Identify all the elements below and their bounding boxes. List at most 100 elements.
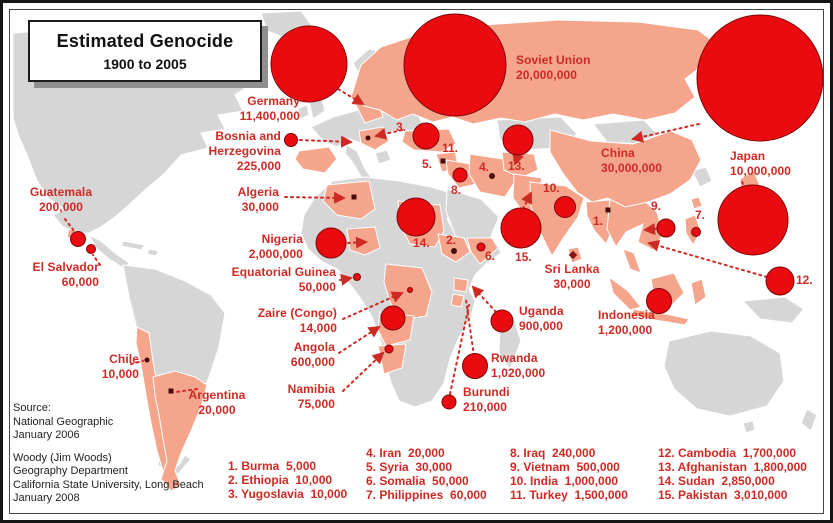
country-indochina	[606, 197, 664, 251]
connector-lines	[64, 85, 768, 395]
new-zealand	[800, 408, 818, 432]
map-label-line: China	[601, 146, 635, 160]
source-credits: Source: National Geographic January 2006 Wo…	[13, 402, 204, 506]
map-label-line: 50,000	[298, 280, 336, 294]
connector-line	[521, 191, 532, 210]
map-label-line: Indonesia	[598, 308, 655, 322]
map-label-line: 60,000	[61, 275, 99, 289]
map-label-equatorial-guinea: Equatorial Guinea 50,000	[199, 265, 336, 295]
circle-guatemala	[70, 231, 86, 247]
map-label-line: 75,000	[297, 397, 335, 411]
source-line: Woody (Jim Woods)	[13, 451, 112, 464]
map-number-3: 3.	[396, 120, 407, 134]
circle-uganda	[490, 309, 514, 333]
circle-china	[696, 14, 824, 142]
source-line: Geography Department	[13, 465, 128, 477]
map-number-12: 12.	[796, 273, 813, 287]
map-label-line: Uganda	[519, 304, 564, 318]
map-label-line: 2,000,000	[248, 247, 303, 261]
legend-item-philippines: 7. Philippines 60,000	[366, 488, 487, 502]
map-label-line: Soviet Union	[516, 53, 591, 67]
map-label-algeria: Algeria 30,000	[193, 185, 279, 215]
map-label-line: 1,020,000	[491, 366, 546, 380]
map-label-line: 200,000	[38, 200, 84, 214]
map-label-china: China 30,000,000	[601, 146, 711, 176]
iran-marker	[489, 173, 495, 179]
map-label-uganda: Uganda 900,000	[519, 304, 609, 334]
country-sumatra	[608, 275, 642, 311]
map-label-line: Algeria	[237, 185, 279, 199]
map-label-line: Germany	[247, 94, 300, 108]
legend-item-burma: 1. Burma 5,000	[228, 459, 317, 473]
map-label-line: Equatorial Guinea	[231, 265, 336, 279]
map-label-soviet-union: Soviet Union 20,000,000	[516, 53, 636, 83]
country-algeria	[322, 180, 376, 220]
map-label-line: El Salvador	[32, 260, 99, 274]
source-line: Source:	[13, 402, 51, 414]
map-label-line: 14,000	[299, 321, 337, 335]
country-uganda	[453, 277, 469, 293]
connector-line	[342, 291, 404, 320]
map-label-argentina: Argentina 20,000	[181, 388, 253, 418]
map-label-line: Japan	[730, 149, 766, 163]
connector-line	[175, 388, 198, 393]
map-number-6: 6.	[485, 249, 496, 263]
map-label-line: 30,000	[241, 200, 279, 214]
circle-japan	[717, 184, 789, 256]
map-number-7: 7.	[695, 208, 706, 222]
korea	[691, 166, 713, 188]
source-gap	[13, 443, 204, 452]
legend-item-sudan: 14. Sudan 2,850,000	[658, 474, 775, 488]
map-label-indonesia: Indonesia 1,200,000	[598, 308, 708, 338]
map-label-zaire: Zaire (Congo) 14,000	[213, 306, 337, 336]
point-markers	[144, 135, 611, 394]
map-label-line: Angola	[293, 340, 335, 354]
country-malaya	[622, 248, 642, 274]
circle-zaire-congo	[407, 287, 413, 293]
legend-item-pakistan: 15. Pakistan 3,010,000	[658, 488, 788, 502]
map-label-burundi: Burundi 210,000	[463, 385, 553, 415]
legend-item-iran: 4. Iran 20,000	[366, 446, 445, 460]
map-number-10: 10.	[543, 181, 560, 195]
connector-line	[465, 299, 475, 357]
connector-line	[92, 254, 101, 266]
greece	[374, 149, 392, 165]
circle-equatorial-guinea	[353, 273, 361, 281]
map-number-13: 13.	[508, 159, 525, 173]
legend-item-somalia: 6. Somalia 50,000	[366, 474, 469, 488]
circle-sudan	[396, 197, 436, 237]
circle-germany	[270, 25, 348, 103]
map-label-line: 600,000	[290, 355, 335, 369]
map-label-line: 20,000	[198, 403, 236, 417]
map-label-line: 210,000	[463, 400, 508, 414]
legend-item-afghanistan: 13. Afghanistan 1,800,000	[658, 460, 807, 474]
map-label-rwanda: Rwanda 1,020,000	[491, 351, 586, 381]
legend-item-cambodia: 12. Cambodia 1,700,000	[658, 446, 797, 460]
circle-pakistan	[500, 207, 542, 249]
country-china	[549, 129, 702, 208]
connector-line	[339, 273, 353, 286]
yugoslavia-marker	[365, 135, 371, 141]
country-nigeria	[346, 226, 381, 256]
map-title: Estimated Genocide	[56, 31, 234, 51]
map-label-sri-lanka: Sri Lanka 30,000	[530, 262, 614, 292]
map-label-chile: Chile 10,000	[73, 352, 139, 382]
map-number-14: 14.	[413, 236, 430, 250]
legend-column-2: 4. Iran 20,000 5. Syria 30,000 6. Somalia …	[366, 446, 487, 502]
source-line: National Geographic	[13, 415, 114, 428]
world-map	[12, 10, 824, 492]
australia	[663, 330, 785, 417]
map-label-germany: Germany 11,400,000	[203, 94, 300, 124]
country-balkans	[358, 126, 390, 151]
circle-bosnia-and-herzegovina	[284, 133, 298, 147]
map-number-15: 15.	[515, 250, 532, 264]
circle-el-salvador	[86, 244, 96, 254]
map-label-line: Herzegovina	[208, 144, 281, 158]
map-number-1: 1.	[593, 214, 604, 228]
map-number-5: 5.	[422, 157, 433, 171]
burma-marker	[605, 207, 611, 213]
cuba	[120, 240, 147, 251]
connector-line	[631, 123, 700, 143]
map-number-11: 11.	[442, 141, 459, 155]
